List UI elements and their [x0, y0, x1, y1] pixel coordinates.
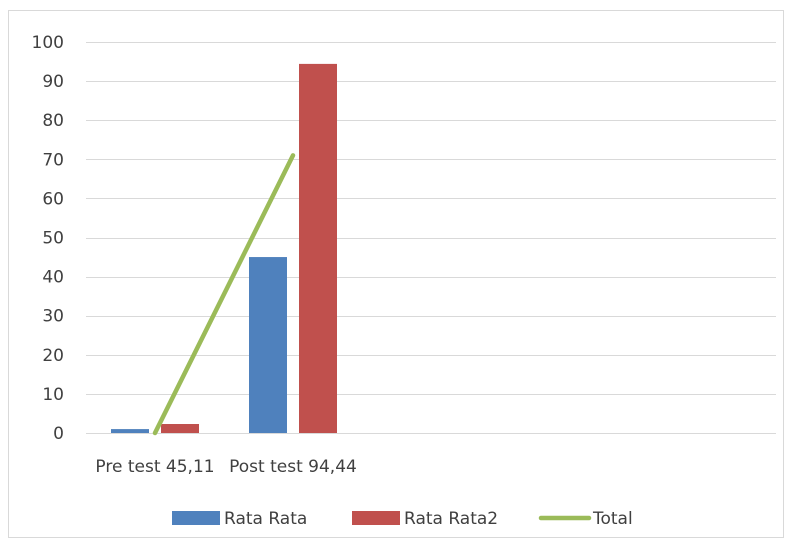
legend-item: Rata Rata [172, 509, 307, 529]
y-tick-label: 80 [42, 111, 64, 131]
y-tick-label: 90 [42, 72, 64, 92]
y-tick-label: 60 [42, 189, 64, 209]
x-tick-label: Pre test 45,11 [95, 457, 214, 477]
bar-rata-rata2 [161, 424, 199, 433]
legend-label: Total [592, 509, 633, 529]
y-tick-label: 20 [42, 346, 64, 366]
line-series [152, 153, 296, 436]
y-tick-label: 40 [42, 268, 64, 288]
bar-rata-rata [249, 257, 287, 433]
chart-frame [8, 10, 784, 538]
y-tick-label: 0 [53, 424, 64, 444]
y-axis-tick-labels: 0 10 20 30 40 50 60 70 80 90 100 [32, 33, 64, 444]
legend-label: Rata Rata [224, 509, 307, 529]
y-tick-label: 100 [32, 33, 64, 53]
legend-item: Total [538, 509, 633, 529]
bar-rata-rata2 [299, 63, 337, 434]
bar-rata-rata [111, 429, 149, 433]
y-tick-label: 50 [42, 229, 64, 249]
legend-label: Rata Rata2 [404, 509, 498, 529]
y-tick-label: 30 [42, 307, 64, 327]
line-total [152, 153, 296, 436]
legend-swatch [172, 511, 220, 525]
legend-item: Rata Rata2 [352, 509, 498, 529]
legend-swatch [352, 511, 400, 525]
x-tick-label: Post test 94,44 [229, 457, 357, 477]
y-tick-label: 70 [42, 150, 64, 170]
legend: Rata Rata Rata Rata2 Total [172, 509, 633, 529]
y-tick-label: 10 [42, 385, 64, 405]
gridlines [86, 42, 776, 434]
x-axis-tick-labels: Pre test 45,11 Post test 94,44 [95, 457, 356, 477]
bars [111, 63, 337, 434]
